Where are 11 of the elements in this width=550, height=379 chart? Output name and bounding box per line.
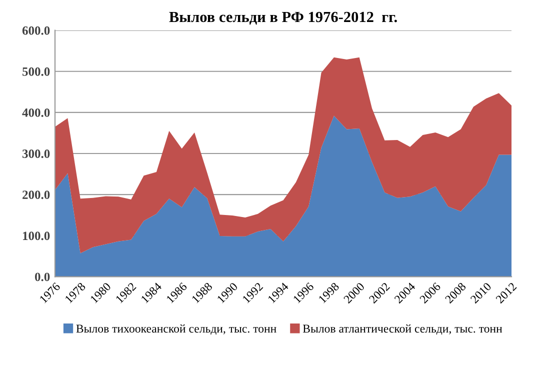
y-tick-label: 400.0 [22, 108, 50, 117]
chart-title: Вылов сельди в РФ 1976-2012 гг. [169, 12, 397, 25]
y-tick-label: 100.0 [23, 232, 50, 240]
y-tick-label: 500.0 [22, 67, 50, 76]
x-tick-label: 1988 [191, 282, 213, 304]
y-tick-label: 200.0 [22, 190, 50, 200]
y-tick-label: 0.0 [34, 272, 50, 282]
legend-label: Вылов тихоокеанской сельди, тыс. тонн [76, 324, 276, 335]
legend-label: Вылов атлантической сельди, тыс. тонн [302, 324, 502, 335]
y-tick-label: 300.0 [22, 150, 50, 158]
y-tick-label: 600.0 [22, 26, 50, 35]
